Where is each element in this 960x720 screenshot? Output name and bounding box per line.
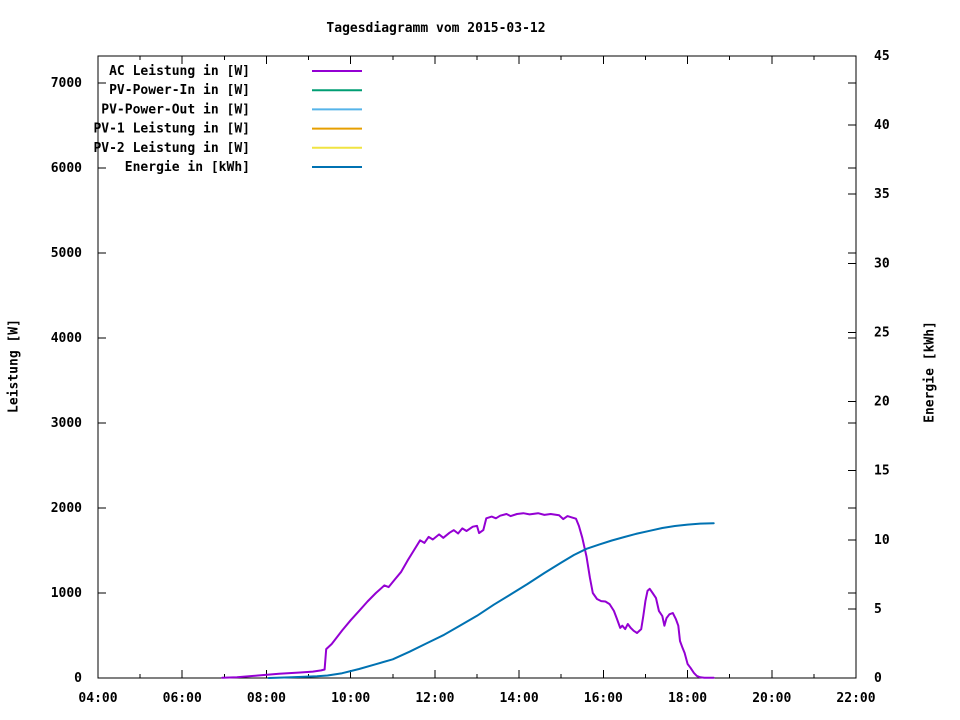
x-axis-tick-label: 08:00 — [247, 691, 286, 706]
y-axis-tick-label: 3000 — [51, 416, 82, 431]
legend-label: Energie in [kWh] — [125, 160, 250, 175]
x-axis-tick-label: 22:00 — [836, 691, 875, 706]
x-axis-tick-label: 04:00 — [78, 691, 117, 706]
legend-label: PV-2 Leistung in [W] — [93, 141, 250, 156]
y2-axis-tick-label: 25 — [874, 325, 890, 340]
series-line-5 — [267, 522, 715, 679]
y-axis-tick-label: 6000 — [51, 161, 82, 176]
legend-label: PV-Power-In in [W] — [109, 83, 250, 98]
y-axis-tick-label: 0 — [74, 671, 82, 686]
y2-axis-tick-label: 45 — [874, 49, 890, 64]
legend-label: PV-Power-Out in [W] — [101, 102, 250, 117]
y-axis-tick-label: 1000 — [51, 586, 82, 601]
y-axis-tick-label: 2000 — [51, 501, 82, 516]
legend-label: PV-1 Leistung in [W] — [93, 122, 250, 137]
y2-axis-tick-label: 30 — [874, 256, 890, 271]
x-axis-tick-label: 06:00 — [163, 691, 202, 706]
y-axis-tick-label: 7000 — [51, 76, 82, 91]
x-axis-tick-label: 20:00 — [752, 691, 791, 706]
y2-axis-tick-label: 20 — [874, 395, 890, 410]
y2-axis-tick-label: 0 — [874, 671, 882, 686]
x-axis-tick-label: 14:00 — [500, 691, 539, 706]
y2-axis-tick-label: 40 — [874, 118, 890, 133]
y2-axis-tick-label: 5 — [874, 602, 882, 617]
chart-title: Tagesdiagramm vom 2015-03-12 — [326, 21, 546, 36]
x-axis-tick-label: 18:00 — [668, 691, 707, 706]
series-line-0 — [221, 512, 715, 679]
x-axis-tick-label: 10:00 — [331, 691, 370, 706]
y-axis-tick-label: 5000 — [51, 246, 82, 261]
x-axis-tick-label: 16:00 — [584, 691, 623, 706]
y2-axis-tick-label: 10 — [874, 533, 890, 548]
y-axis-tick-label: 4000 — [51, 331, 82, 346]
legend-label: AC Leistung in [W] — [109, 64, 250, 79]
y2-axis-tick-label: 15 — [874, 464, 890, 479]
x-axis-tick-label: 12:00 — [415, 691, 454, 706]
y2-axis-tick-label: 35 — [874, 187, 890, 202]
